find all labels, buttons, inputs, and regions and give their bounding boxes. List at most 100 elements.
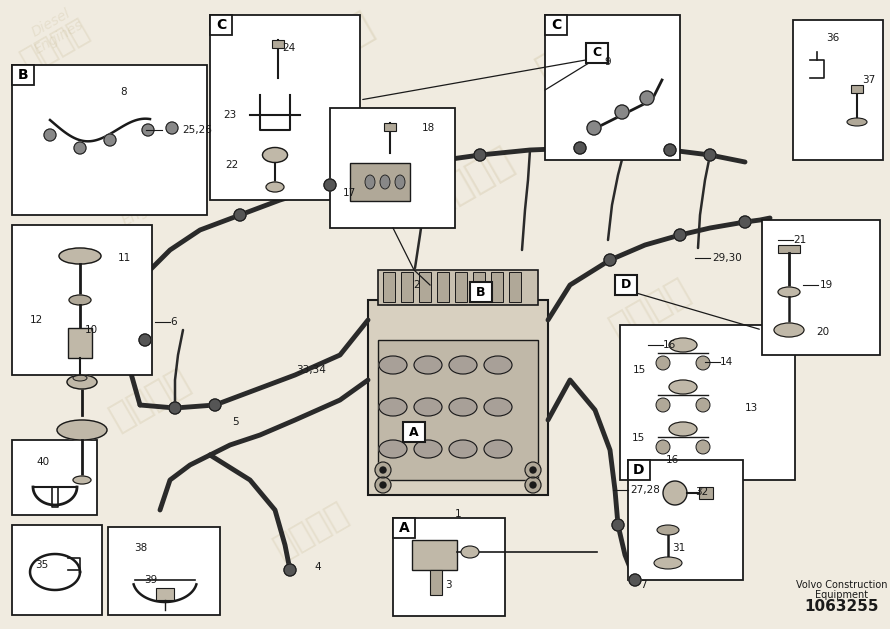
Text: D: D (634, 463, 644, 477)
Circle shape (663, 481, 687, 505)
Bar (384, 123, 396, 131)
Bar (156, 588, 174, 600)
Bar (628, 460, 743, 580)
Text: Volvo Construction: Volvo Construction (797, 580, 887, 590)
Bar (210, 15, 360, 200)
Text: 32: 32 (695, 487, 708, 497)
Text: 13: 13 (745, 403, 758, 413)
Text: 21: 21 (793, 235, 806, 245)
Ellipse shape (59, 248, 101, 264)
Text: 17: 17 (343, 188, 356, 198)
Circle shape (44, 129, 56, 141)
Circle shape (139, 334, 151, 346)
Ellipse shape (449, 398, 477, 416)
Circle shape (166, 122, 178, 134)
Bar (509, 272, 521, 302)
Ellipse shape (484, 440, 512, 458)
Text: C: C (593, 47, 602, 60)
Text: 25,26: 25,26 (182, 125, 212, 135)
Circle shape (375, 477, 391, 493)
Circle shape (530, 467, 536, 473)
Ellipse shape (266, 182, 284, 192)
Ellipse shape (379, 440, 407, 458)
Circle shape (640, 91, 654, 105)
Bar (419, 272, 431, 302)
Ellipse shape (67, 375, 97, 389)
Ellipse shape (657, 525, 679, 535)
Ellipse shape (669, 338, 697, 352)
Text: 4: 4 (314, 562, 320, 572)
Text: Diesel
Engines: Diesel Engines (646, 501, 714, 559)
Circle shape (209, 399, 221, 411)
Circle shape (656, 398, 670, 412)
Text: 9: 9 (604, 57, 611, 67)
Bar (393, 518, 415, 538)
Text: 7: 7 (640, 580, 647, 590)
Text: 聚特动力: 聚特动力 (604, 274, 696, 347)
Circle shape (380, 467, 386, 473)
Text: 19: 19 (820, 280, 833, 290)
Circle shape (656, 356, 670, 370)
Circle shape (104, 134, 116, 146)
Text: Diesel
Engines: Diesel Engines (111, 171, 179, 229)
Text: 12: 12 (30, 315, 44, 325)
Ellipse shape (654, 557, 682, 569)
Bar (368, 300, 548, 495)
Bar (401, 272, 413, 302)
Text: 14: 14 (720, 357, 733, 367)
Text: 10: 10 (85, 325, 98, 335)
Bar (470, 282, 492, 302)
Text: 20: 20 (816, 327, 829, 337)
Ellipse shape (461, 546, 479, 558)
Ellipse shape (778, 287, 800, 297)
Text: 16: 16 (663, 340, 676, 350)
Circle shape (574, 142, 586, 154)
Bar (620, 325, 795, 480)
Ellipse shape (414, 356, 442, 374)
Circle shape (629, 574, 641, 586)
Bar (778, 245, 800, 253)
Bar (437, 272, 449, 302)
Text: Equipment: Equipment (815, 590, 869, 600)
Circle shape (604, 254, 616, 266)
Ellipse shape (365, 175, 375, 189)
Bar (68, 328, 92, 358)
Circle shape (525, 477, 541, 493)
Circle shape (74, 142, 86, 154)
Circle shape (587, 121, 601, 135)
Text: 6: 6 (170, 317, 176, 327)
Bar (628, 460, 650, 480)
Text: C: C (551, 18, 561, 32)
Text: A: A (409, 425, 419, 438)
Text: 36: 36 (826, 33, 839, 43)
Circle shape (612, 519, 624, 531)
Text: 8: 8 (120, 87, 126, 97)
Bar (383, 272, 395, 302)
Bar (108, 527, 220, 615)
Circle shape (284, 564, 296, 576)
Circle shape (696, 356, 710, 370)
Bar (586, 43, 608, 63)
Ellipse shape (774, 323, 804, 337)
Text: 35: 35 (35, 560, 48, 570)
Bar (12, 65, 34, 85)
Text: 33,34: 33,34 (296, 365, 326, 375)
Circle shape (142, 124, 154, 136)
Ellipse shape (73, 476, 91, 484)
Text: 23: 23 (223, 110, 236, 120)
Text: 38: 38 (134, 543, 147, 553)
Text: 聚特动力: 聚特动力 (280, 5, 380, 85)
Text: 37: 37 (862, 75, 875, 85)
Text: C: C (216, 18, 226, 32)
Bar (330, 108, 455, 228)
Ellipse shape (669, 380, 697, 394)
Circle shape (696, 398, 710, 412)
Circle shape (380, 482, 386, 488)
Circle shape (696, 440, 710, 454)
Bar (473, 272, 485, 302)
Bar (378, 270, 538, 305)
Circle shape (656, 440, 670, 454)
Bar (12, 65, 207, 215)
Bar (793, 20, 883, 160)
Ellipse shape (414, 398, 442, 416)
